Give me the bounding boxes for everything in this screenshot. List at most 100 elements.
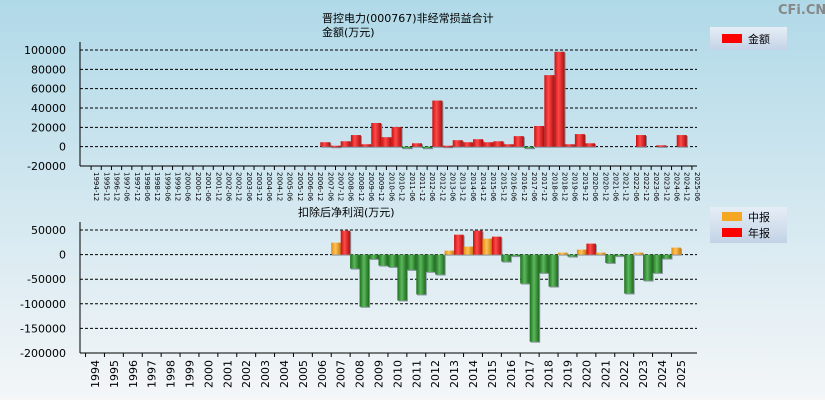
bar-shadow bbox=[568, 255, 578, 258]
bar-interim bbox=[576, 249, 587, 255]
x-tick-label: 2006-12 bbox=[316, 172, 324, 201]
bar-shadow bbox=[634, 253, 645, 256]
x-tick-label: 1998-12 bbox=[153, 172, 161, 201]
bar-shadow bbox=[559, 253, 569, 256]
bar-shadow bbox=[402, 147, 413, 150]
bar-annual bbox=[454, 234, 464, 255]
bar-annual bbox=[510, 254, 521, 257]
x-tick-label: 2005-12 bbox=[296, 172, 304, 201]
x-tick-label: 2013-06 bbox=[449, 172, 457, 202]
x-tick-label: 2004-12 bbox=[275, 172, 283, 201]
x-tick-label: 2000-06 bbox=[184, 172, 192, 202]
x-tick-label: 2005-06 bbox=[286, 172, 294, 202]
x-tick-label: 2014-12 bbox=[479, 172, 487, 201]
bar-interim bbox=[539, 254, 549, 273]
legend-label-annual: 年报 bbox=[748, 226, 770, 240]
legend-bottom: 中报 年报 bbox=[710, 207, 787, 243]
x-tick-label: 1996-12 bbox=[112, 172, 120, 201]
x-tick-label: 2009 bbox=[373, 360, 386, 388]
x-tick-label: 2012-12 bbox=[438, 172, 446, 201]
x-tick-label: 2020 bbox=[580, 360, 593, 388]
x-tick-label: 2018-12 bbox=[561, 172, 569, 201]
x-tick-label: 1997 bbox=[146, 360, 159, 388]
bar-annual bbox=[378, 254, 388, 266]
x-tick-label: 2021-12 bbox=[622, 172, 630, 201]
y-tick-label: 80000 bbox=[31, 63, 66, 76]
bar bbox=[462, 142, 473, 147]
legend-swatch-interim bbox=[722, 212, 742, 221]
bar bbox=[452, 140, 463, 147]
x-tick-label: 2005 bbox=[297, 360, 310, 388]
x-tick-label: 2015-12 bbox=[499, 172, 507, 201]
chart-ylabel: 金额(万元) bbox=[322, 25, 375, 39]
bar bbox=[554, 51, 565, 147]
bar bbox=[513, 136, 524, 147]
bar bbox=[635, 135, 646, 147]
x-tick-label: 2002-06 bbox=[224, 172, 232, 202]
bar-interim bbox=[350, 254, 360, 269]
bar-annual bbox=[662, 254, 672, 259]
bar-interim bbox=[425, 254, 436, 272]
bar-interim bbox=[671, 247, 681, 255]
bar-annual bbox=[624, 254, 634, 294]
x-tick-label: 2006-06 bbox=[306, 172, 314, 202]
x-tick-label: 2018-06 bbox=[550, 172, 558, 202]
y-tick-label: 0 bbox=[59, 249, 66, 262]
bar-interim bbox=[652, 254, 662, 273]
x-tick-label: 2009-06 bbox=[367, 172, 375, 202]
x-tick-label: 2017-06 bbox=[530, 172, 538, 202]
x-tick-label: 2016-12 bbox=[520, 172, 528, 201]
bar bbox=[574, 134, 585, 147]
bar bbox=[411, 143, 422, 147]
bar-interim bbox=[369, 254, 379, 259]
x-tick-label: 2025 bbox=[675, 360, 688, 388]
x-tick-label: 2022-12 bbox=[642, 172, 650, 201]
bar bbox=[401, 146, 412, 149]
x-tick-label: 2008-12 bbox=[357, 172, 365, 201]
x-tick-label: 2019-06 bbox=[571, 172, 579, 202]
bar bbox=[473, 139, 484, 147]
chart2-title: 扣除后净利润(万元) bbox=[298, 205, 395, 219]
x-tick-label: 2004-06 bbox=[265, 172, 273, 202]
x-tick-label: 2023 bbox=[637, 360, 650, 388]
x-tick-label: 2020-12 bbox=[601, 172, 609, 201]
x-tick-label: 1995 bbox=[108, 360, 121, 388]
x-tick-label: 2013 bbox=[448, 360, 461, 388]
x-tick-label: 2004 bbox=[278, 360, 291, 388]
bar-annual bbox=[567, 254, 577, 257]
bar-annual bbox=[491, 236, 502, 255]
bar bbox=[564, 144, 575, 147]
x-tick-label: 2024-12 bbox=[683, 172, 691, 201]
bar-interim bbox=[558, 252, 568, 255]
bar bbox=[350, 135, 361, 147]
x-tick-label: 2021-06 bbox=[611, 172, 619, 202]
bar-shadow bbox=[331, 146, 342, 149]
y-tick-label: -100000 bbox=[20, 298, 66, 311]
x-tick-label: 2017 bbox=[524, 360, 537, 388]
bar-shadow bbox=[524, 147, 535, 150]
bar-interim bbox=[520, 254, 530, 284]
bar-interim bbox=[331, 242, 341, 255]
x-tick-label: 2007-12 bbox=[336, 172, 344, 201]
bar bbox=[432, 100, 443, 147]
x-tick-label: 2014-06 bbox=[469, 172, 477, 202]
bar bbox=[483, 142, 494, 147]
x-tick-label: 2002-12 bbox=[235, 172, 243, 201]
bar bbox=[422, 146, 433, 149]
x-tick-label: 2013-12 bbox=[459, 172, 467, 201]
bar bbox=[503, 144, 514, 147]
legend-top: 金额 bbox=[710, 27, 787, 50]
y-tick-label: 100000 bbox=[24, 44, 66, 57]
x-tick-label: 2024-06 bbox=[673, 172, 681, 202]
bar bbox=[320, 142, 331, 147]
bar-annual bbox=[435, 254, 445, 275]
x-tick-label: 2002 bbox=[240, 360, 253, 388]
bar bbox=[371, 122, 382, 147]
x-tick-label: 2010-06 bbox=[387, 172, 395, 202]
x-tick-label: 2010 bbox=[391, 360, 404, 388]
y-tick-label: -200000 bbox=[20, 347, 66, 360]
bar-annual bbox=[340, 230, 351, 255]
bar bbox=[381, 137, 392, 147]
bar-annual bbox=[605, 254, 615, 263]
